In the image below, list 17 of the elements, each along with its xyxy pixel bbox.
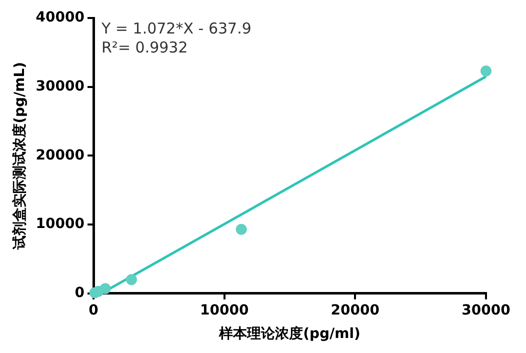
y-axis-title: 试剂盒实际测试浓度(pg/mL) — [11, 62, 28, 250]
annotation: R²= 0.9932 — [102, 38, 188, 56]
y-tick-label: 40000 — [36, 10, 85, 26]
y-tick-label: 20000 — [36, 147, 85, 164]
x-tick-label: 30000 — [462, 302, 511, 318]
y-tick-label: 10000 — [36, 216, 85, 232]
point — [480, 66, 492, 77]
annotation: Y = 1.072*X - 637.9 — [100, 19, 252, 38]
x-tick-label: 0 — [88, 302, 99, 318]
point — [100, 283, 111, 294]
y-tick-label: 0 — [74, 285, 85, 302]
y-tick-label: 30000 — [36, 78, 85, 94]
x-axis-title: 样本理论浓度(pg/ml) — [218, 325, 360, 342]
point — [236, 224, 247, 235]
x-tick-label: 10000 — [200, 302, 249, 318]
x-tick-label: 20000 — [330, 302, 380, 318]
point — [126, 274, 137, 286]
